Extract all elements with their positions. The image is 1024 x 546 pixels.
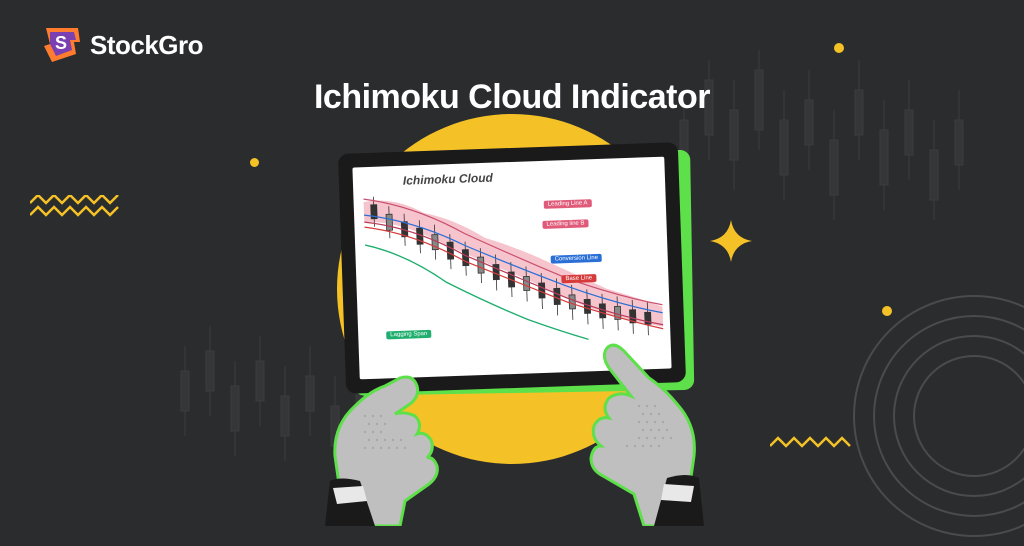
bg-candles-right	[674, 20, 994, 240]
hand-left	[305, 316, 475, 526]
decor-zigzag-right	[770, 436, 855, 452]
page-title-wrap: Ichimoku Cloud Indicator	[314, 78, 710, 142]
logo-icon: S	[40, 24, 82, 66]
logo: S StockGro	[40, 24, 203, 66]
decor-dot	[250, 158, 259, 167]
logo-text: StockGro	[90, 30, 203, 61]
chart-label: Base Line	[561, 274, 596, 283]
decor-dot	[834, 43, 844, 53]
page-title: Ichimoku Cloud Indicator	[314, 78, 710, 117]
decor-dot	[882, 306, 892, 316]
svg-text:S: S	[55, 33, 67, 53]
title-underline	[457, 123, 577, 137]
hand-right	[549, 306, 724, 526]
decor-zigzag-left	[30, 195, 125, 223]
decor-sparkle	[710, 220, 752, 262]
decor-rings	[844, 286, 1024, 546]
